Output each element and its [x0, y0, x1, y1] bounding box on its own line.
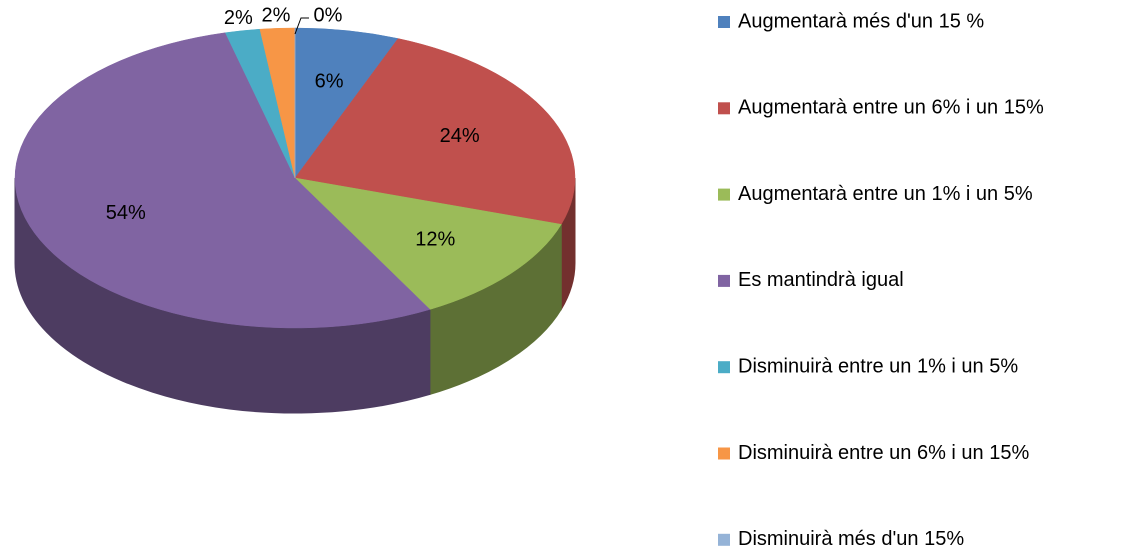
- legend-label: Augmentarà entre un 6% i un 15%: [738, 97, 1044, 119]
- legend-swatch: [718, 274, 730, 287]
- data-label: 6%: [315, 71, 344, 93]
- data-label: 2%: [262, 5, 291, 27]
- legend-swatch: [718, 447, 730, 460]
- legend-swatch: [718, 533, 730, 546]
- pie-slice: [294, 177, 562, 310]
- legend-label: Es mantindrà igual: [738, 269, 904, 291]
- legend-label: Disminuirà entre un 1% i un 5%: [738, 355, 1018, 377]
- data-label: 0%: [314, 4, 343, 26]
- legend-label: Augmentarà més d'un 15 %: [738, 10, 984, 32]
- legend-swatch: [718, 102, 730, 115]
- data-label: 12%: [415, 228, 455, 250]
- leader-line: [294, 17, 309, 35]
- pie-slice: [294, 38, 576, 225]
- legend-swatch: [718, 361, 730, 374]
- legend-swatch: [718, 16, 730, 28]
- pie-slice: [14, 32, 431, 329]
- legend-swatch: [718, 188, 730, 201]
- legend-label: Augmentarà entre un 1% i un 5%: [738, 183, 1033, 205]
- data-label: 54%: [106, 202, 146, 224]
- data-label: 2%: [224, 7, 253, 29]
- data-label: 24%: [440, 125, 480, 147]
- legend-label: Disminuirà més d'un 15%: [738, 528, 964, 550]
- legend-label: Disminuirà entre un 6% i un 15%: [738, 442, 1029, 464]
